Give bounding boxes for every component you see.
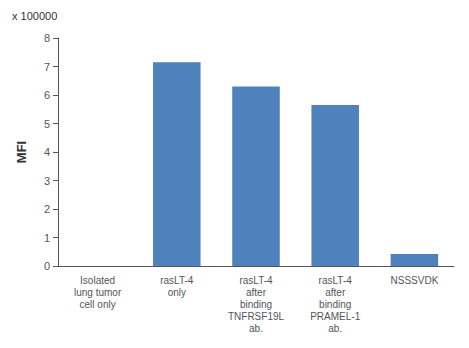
svg-text:binding: binding [240,299,272,310]
svg-text:MFI: MFI [14,141,29,163]
svg-text:after: after [325,287,346,298]
svg-text:binding: binding [319,299,351,310]
svg-text:rasLT-4: rasLT-4 [319,275,353,286]
svg-text:cell only: cell only [80,299,116,310]
svg-text:PRAMEL-1: PRAMEL-1 [310,311,360,322]
svg-text:8: 8 [44,32,50,44]
svg-text:6: 6 [44,89,50,101]
svg-text:0: 0 [44,260,50,272]
svg-text:lung tumor: lung tumor [74,287,122,298]
svg-text:3: 3 [44,175,50,187]
svg-text:1: 1 [44,232,50,244]
svg-text:after: after [246,287,267,298]
svg-text:ab.: ab. [249,323,263,334]
svg-text:5: 5 [44,118,50,130]
svg-text:rasLT-4: rasLT-4 [160,275,194,286]
svg-text:NSSSVDK: NSSSVDK [391,275,439,286]
svg-text:x 100000: x 100000 [12,10,57,22]
svg-text:2: 2 [44,203,50,215]
svg-text:TNFRSF19L: TNFRSF19L [228,311,285,322]
svg-text:rasLT-4: rasLT-4 [239,275,273,286]
svg-text:7: 7 [44,61,50,73]
svg-text:4: 4 [44,146,50,158]
svg-text:Isolated: Isolated [80,275,115,286]
svg-text:only: only [168,287,186,298]
svg-text:ab.: ab. [328,323,342,334]
